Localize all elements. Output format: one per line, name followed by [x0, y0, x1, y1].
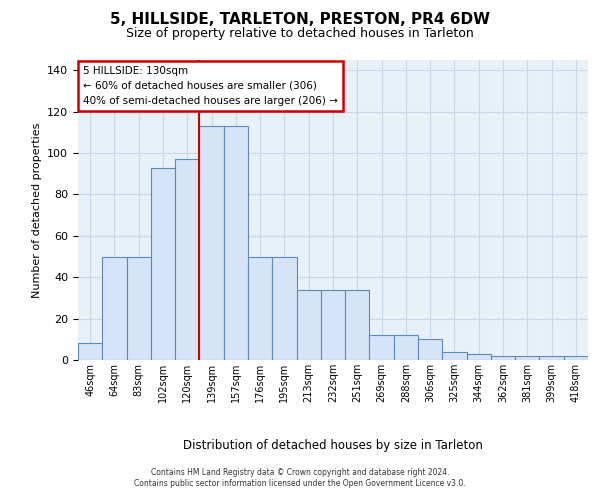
Text: Size of property relative to detached houses in Tarleton: Size of property relative to detached ho… [126, 28, 474, 40]
Bar [394, 335, 418, 360]
Bar [151, 168, 175, 360]
Text: 5, HILLSIDE, TARLETON, PRESTON, PR4 6DW: 5, HILLSIDE, TARLETON, PRESTON, PR4 6DW [110, 12, 490, 28]
Bar [248, 256, 272, 360]
Bar [102, 256, 127, 360]
Bar [515, 356, 539, 360]
Bar [296, 290, 321, 360]
Bar [224, 126, 248, 360]
Bar [418, 340, 442, 360]
Bar [78, 344, 102, 360]
Bar [127, 256, 151, 360]
Bar [370, 335, 394, 360]
Bar [491, 356, 515, 360]
Bar [199, 126, 224, 360]
Bar [272, 256, 296, 360]
Bar [442, 352, 467, 360]
Bar [564, 356, 588, 360]
Bar [321, 290, 345, 360]
Text: Contains HM Land Registry data © Crown copyright and database right 2024.
Contai: Contains HM Land Registry data © Crown c… [134, 468, 466, 487]
Text: 5 HILLSIDE: 130sqm
← 60% of detached houses are smaller (306)
40% of semi-detach: 5 HILLSIDE: 130sqm ← 60% of detached hou… [83, 66, 338, 106]
Bar [345, 290, 370, 360]
Y-axis label: Number of detached properties: Number of detached properties [32, 122, 41, 298]
Bar [539, 356, 564, 360]
Bar [175, 160, 199, 360]
Bar [467, 354, 491, 360]
Text: Distribution of detached houses by size in Tarleton: Distribution of detached houses by size … [183, 440, 483, 452]
